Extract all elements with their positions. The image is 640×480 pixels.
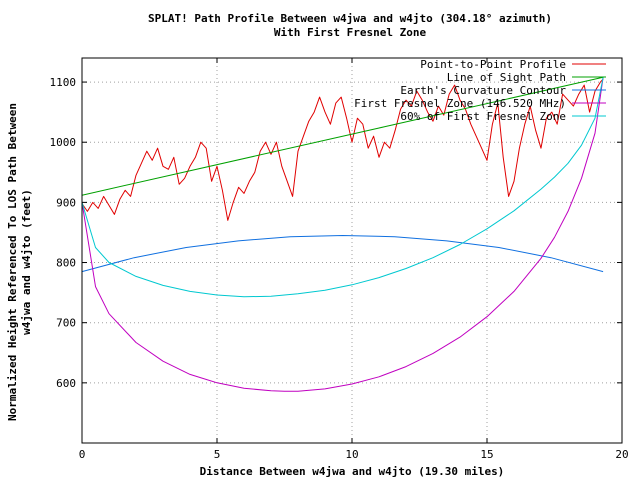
x-axis-label: Distance Between w4jwa and w4jto (19.30 … <box>200 465 505 478</box>
y-axis-label-line1: Normalized Height Referenced To LOS Path… <box>6 103 19 421</box>
legend-label: 60% of First Fresnel Zone <box>400 110 566 123</box>
legend-label: Earth's Curvature Contour <box>400 84 566 97</box>
y-tick-label: 700 <box>56 317 76 330</box>
legend-label: First Fresnel Zone (146.520 MHz) <box>354 97 566 110</box>
chart-title: SPLAT! Path Profile Between w4jwa and w4… <box>148 12 552 25</box>
x-tick-label: 15 <box>480 448 493 461</box>
y-axis-label-line2: w4jwa and w4jto (feet) <box>20 189 33 335</box>
y-tick-label: 1100 <box>50 76 77 89</box>
y-tick-label: 600 <box>56 377 76 390</box>
legend-label: Line of Sight Path <box>447 71 566 84</box>
y-tick-label: 1000 <box>50 136 77 149</box>
plot-border <box>81 57 623 444</box>
plot-series <box>81 76 604 392</box>
x-tick-label: 0 <box>79 448 86 461</box>
line-of-sight-path-line <box>81 76 604 196</box>
chart-subtitle: With First Fresnel Zone <box>274 26 427 39</box>
grid-lines <box>82 58 622 443</box>
y-tick-label: 900 <box>56 196 76 209</box>
x-tick-label: 5 <box>214 448 221 461</box>
sixty-percent-fresnel-zone-line <box>81 77 604 298</box>
x-tick-label: 10 <box>345 448 358 461</box>
earth-curvature-contour-line <box>81 235 604 273</box>
point-to-point-profile-line <box>81 78 604 221</box>
y-tick-label: 800 <box>56 257 76 270</box>
x-tick-label: 20 <box>615 448 628 461</box>
first-fresnel-zone-line <box>81 77 604 392</box>
legend-label: Point-to-Point Profile <box>420 58 566 71</box>
